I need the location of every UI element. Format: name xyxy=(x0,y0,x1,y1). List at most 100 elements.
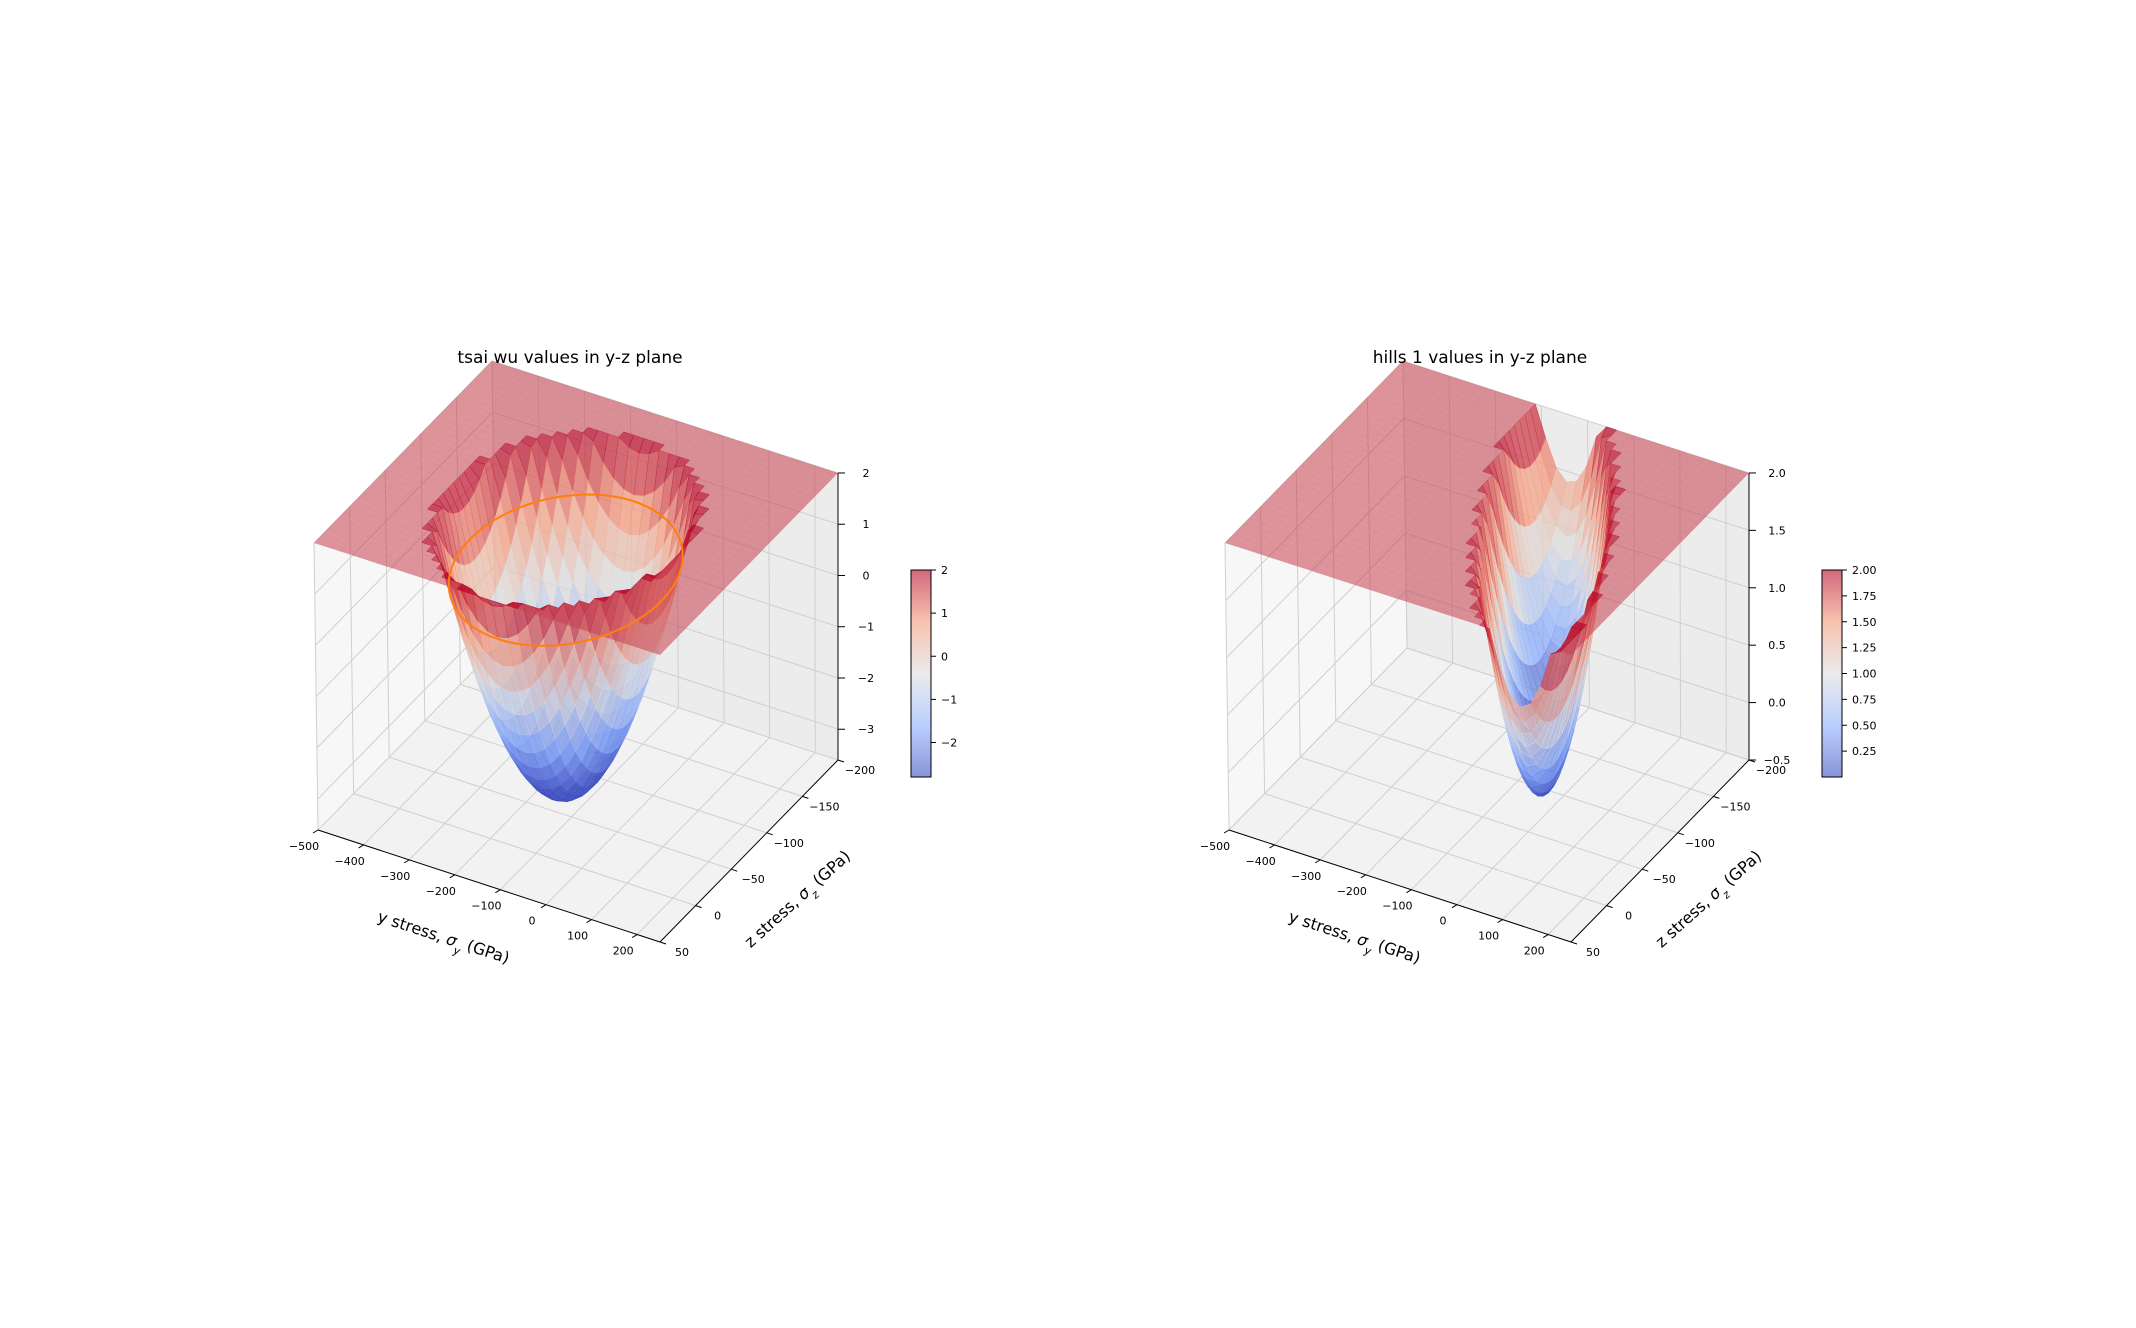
surface-patch xyxy=(1444,587,1460,597)
surface-patch xyxy=(589,612,605,622)
surface-patch xyxy=(370,520,387,530)
surface-patch xyxy=(1318,483,1334,492)
surface-patch xyxy=(572,424,588,433)
surface-patch xyxy=(702,578,718,588)
x-axis-line xyxy=(317,829,661,943)
surface-patch xyxy=(614,599,631,609)
x-tick-label: −200 xyxy=(426,885,456,898)
surface-patch xyxy=(1692,470,1708,480)
axes: −500−400−300−200−1000100200−200−150−100−… xyxy=(289,467,875,967)
surface-patch xyxy=(609,633,625,642)
surface-patch xyxy=(411,519,428,529)
surface-patch xyxy=(413,435,429,445)
surface-patch xyxy=(405,553,422,562)
surface-patch xyxy=(1358,538,1374,548)
surface-patch xyxy=(1390,464,1406,473)
surface-patch xyxy=(1386,413,1402,423)
surface-patch xyxy=(511,404,527,413)
surface-patch xyxy=(1459,599,1475,608)
surface-patch xyxy=(751,446,767,456)
surface-patch xyxy=(1660,516,1677,526)
surface-patch xyxy=(386,518,402,528)
surface-patch xyxy=(578,404,594,414)
surface-patch xyxy=(690,426,706,436)
surface-patch xyxy=(1409,554,1425,564)
surface-patch xyxy=(1429,561,1445,571)
surface-patch xyxy=(1342,554,1358,564)
surface-patch xyxy=(1323,505,1339,515)
surface-patch xyxy=(734,504,751,514)
surface-patch xyxy=(1287,487,1303,496)
colorbar-tick-label: 1.00 xyxy=(1852,668,1877,681)
surface-patch xyxy=(1592,600,1608,609)
surface xyxy=(1225,361,1749,797)
surface-patch xyxy=(603,419,619,429)
surface-patch xyxy=(1677,472,1693,482)
surface-patch xyxy=(1489,390,1505,400)
surface-patch xyxy=(1423,580,1440,590)
surface-patch xyxy=(1444,559,1461,569)
surface-patch xyxy=(796,496,812,506)
surface-patch xyxy=(536,419,553,429)
surface-patch xyxy=(1467,454,1483,463)
surface-patch xyxy=(645,595,662,605)
surface-patch xyxy=(1440,508,1457,518)
surface-patch xyxy=(1494,413,1510,422)
surface-patch xyxy=(1460,543,1476,552)
surface-patch xyxy=(1399,523,1415,533)
surface-patch xyxy=(1359,468,1376,478)
surface-patch xyxy=(1272,489,1288,499)
surface-patch xyxy=(413,449,429,459)
surface-patch xyxy=(1350,423,1366,432)
surface-patch xyxy=(1312,516,1328,526)
surface-patch xyxy=(1337,531,1354,541)
surface-patch xyxy=(1408,568,1425,578)
surface-patch xyxy=(1655,536,1671,545)
y-tick-label: 50 xyxy=(1586,946,1600,959)
surface-patch xyxy=(1618,573,1635,583)
surface-patch xyxy=(1686,503,1703,513)
surface-patch xyxy=(371,478,387,488)
surface-patch xyxy=(486,361,503,370)
surface-patch xyxy=(1403,588,1419,597)
surface-patch xyxy=(1581,624,1598,634)
surface-patch xyxy=(598,397,615,406)
surface-patch xyxy=(690,440,706,450)
surface-patch xyxy=(1372,578,1389,587)
surface-patch xyxy=(366,484,382,493)
surface-patch xyxy=(1718,471,1734,481)
surface-patch xyxy=(624,412,640,422)
surface-patch xyxy=(1450,512,1467,521)
surface-patch xyxy=(723,557,739,566)
surface-patch xyxy=(543,604,559,614)
surface-patch xyxy=(730,482,746,491)
surface-patch xyxy=(359,545,376,555)
surface-patch xyxy=(1358,510,1375,520)
surface-patch xyxy=(1646,476,1662,486)
surface-patch xyxy=(1676,486,1693,496)
surface-patch xyxy=(1400,453,1417,463)
surface-patch xyxy=(734,518,750,528)
surface-patch xyxy=(1362,561,1379,570)
surface-patch xyxy=(750,502,766,512)
surface-patch xyxy=(1394,529,1410,538)
colorbar-tick-label: 0 xyxy=(941,650,948,663)
surface-patch xyxy=(1488,418,1505,428)
surface-patch xyxy=(765,514,781,524)
surface-patch xyxy=(1662,460,1678,470)
colorbar-tick-label: −1 xyxy=(941,693,957,706)
surface-patch xyxy=(360,517,376,527)
surface-patch xyxy=(1636,473,1652,482)
surface-patch xyxy=(1307,536,1323,545)
surface-patch xyxy=(1446,475,1462,485)
surface-patch xyxy=(1245,516,1262,525)
surface-patch xyxy=(1332,537,1348,546)
surface-patch xyxy=(355,508,371,518)
surface-patch xyxy=(573,396,589,405)
x-tick-label: 100 xyxy=(567,930,588,943)
surface-patch xyxy=(659,445,675,454)
surface-patch xyxy=(1456,506,1472,516)
surface-patch xyxy=(1390,450,1407,459)
surface-patch xyxy=(505,437,522,447)
surface-patch xyxy=(527,388,543,397)
